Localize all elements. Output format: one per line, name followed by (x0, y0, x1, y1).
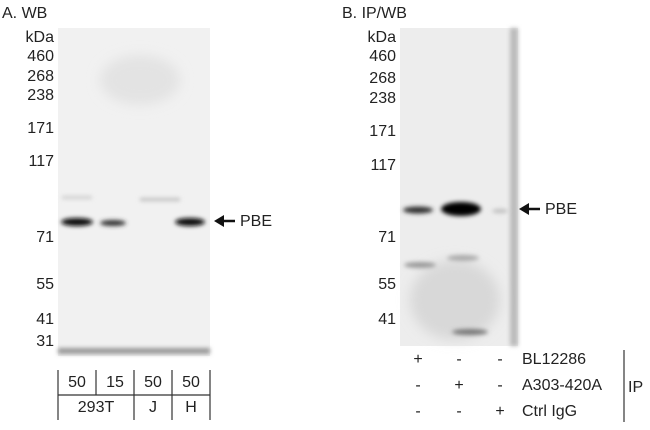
marker-label: 171 (369, 123, 396, 140)
sign: + (413, 351, 422, 368)
smear (100, 55, 180, 105)
lane-load: 50 (182, 374, 200, 391)
marker-label: 171 (27, 120, 54, 137)
marker-label: 117 (370, 157, 396, 174)
band (403, 206, 433, 214)
target-label: PBE (240, 213, 272, 230)
edge (510, 28, 518, 346)
sign: - (456, 403, 461, 420)
lane-load: 50 (68, 374, 86, 391)
unit-label: kDa (368, 29, 397, 46)
band (452, 329, 488, 335)
band (447, 255, 479, 261)
cell-line: J (149, 399, 157, 416)
sign: - (415, 403, 420, 420)
row-label: A303-420A (522, 377, 602, 394)
marker-label: 117 (28, 153, 54, 170)
sign: - (456, 351, 461, 368)
marker-label: 460 (27, 48, 54, 65)
target-label: PBE (545, 201, 577, 218)
arrow-head (519, 203, 529, 215)
marker-label: 41 (378, 311, 396, 328)
marker-label: 238 (369, 90, 396, 107)
marker-label: 71 (36, 229, 54, 246)
marker-label: 71 (378, 229, 396, 246)
lane-table (57, 370, 211, 420)
band (62, 196, 92, 199)
marker-label: 31 (36, 333, 54, 350)
marker-label: 238 (27, 87, 54, 104)
marker-label: 268 (369, 70, 396, 87)
band (140, 198, 180, 201)
panel-title: B. IP/WB (342, 5, 407, 22)
row-label: BL12286 (522, 351, 586, 368)
smear (410, 260, 500, 340)
marker-label: 460 (369, 48, 396, 65)
row-label: Ctrl IgG (522, 403, 577, 420)
sign: - (497, 351, 502, 368)
dye-front (58, 348, 210, 354)
lane-load: 15 (106, 374, 124, 391)
sign: - (497, 377, 502, 394)
sign: + (454, 377, 463, 394)
band (404, 262, 436, 268)
sign: + (495, 403, 504, 420)
band (175, 218, 205, 226)
arrow-head (214, 215, 224, 227)
group-label: IP (628, 379, 643, 396)
band (100, 220, 126, 226)
band (492, 209, 508, 213)
band (61, 218, 93, 226)
band (441, 202, 481, 216)
cell-line: H (185, 399, 197, 416)
cell-line: 293T (78, 399, 115, 416)
marker-label: 55 (36, 276, 54, 293)
panel-title: A. WB (2, 5, 47, 22)
marker-label: 41 (36, 311, 54, 328)
marker-label: 55 (378, 276, 396, 293)
marker-label: 268 (27, 68, 54, 85)
unit-label: kDa (26, 29, 55, 46)
lane-load: 50 (144, 374, 162, 391)
sign: - (415, 377, 420, 394)
